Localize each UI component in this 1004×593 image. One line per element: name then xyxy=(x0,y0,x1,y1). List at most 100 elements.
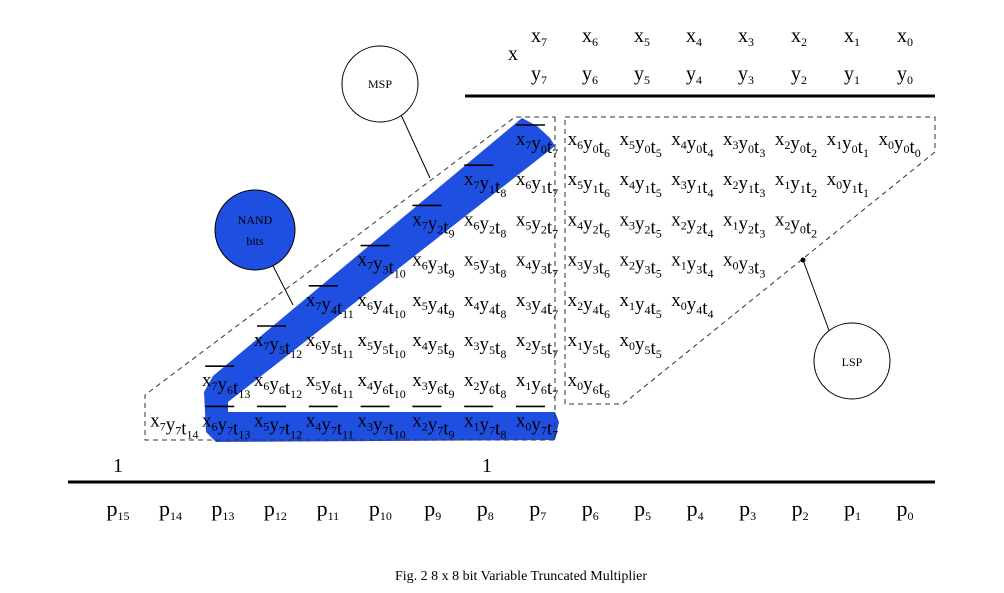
svg-text:x0y6t6: x0y6t6 xyxy=(568,370,610,401)
partial-product-x1y3t4: x1y3t4 xyxy=(671,250,713,281)
partial-product-x2y4t6: x2y4t6 xyxy=(568,290,610,321)
partial-product-x5y6t11: x5y6t11 xyxy=(306,370,354,401)
product-p12: p12 xyxy=(264,496,287,523)
nand-callout: NAND bits xyxy=(214,189,296,306)
partial-product-x7y2t9: x7y2t9 xyxy=(412,204,455,240)
svg-text:x7y4t11: x7y4t11 xyxy=(306,290,354,321)
svg-text:x4y0t4: x4y0t4 xyxy=(671,129,713,160)
svg-text:x6y6t12: x6y6t12 xyxy=(254,370,302,401)
lsp-region-outline xyxy=(564,116,936,405)
x-operand-x2: x2 xyxy=(791,25,807,49)
svg-text:x2y1t3: x2y1t3 xyxy=(723,169,765,200)
partial-product-x6y3t9: x6y3t9 xyxy=(412,250,454,281)
nand-label-line2: bits xyxy=(246,234,264,248)
partial-product-x1y5t6: x1y5t6 xyxy=(568,330,610,361)
product-p1: p1 xyxy=(844,496,861,523)
svg-text:x4y5t9: x4y5t9 xyxy=(412,330,454,361)
partial-product-x5y4t9: x5y4t9 xyxy=(412,290,454,321)
svg-text:x0y5t5: x0y5t5 xyxy=(619,330,661,361)
svg-text:x5y5t10: x5y5t10 xyxy=(357,330,405,361)
partial-product-x0y4t4: x0y4t4 xyxy=(671,290,713,321)
partial-product-x6y2t8: x6y2t8 xyxy=(464,209,506,240)
svg-text:x7y0t7: x7y0t7 xyxy=(516,129,558,160)
nand-pointer-line xyxy=(269,259,294,306)
partial-product-x0y6t6: x0y6t6 xyxy=(568,370,610,401)
msp-callout: MSP xyxy=(341,45,431,179)
svg-text:x1y4t5: x1y4t5 xyxy=(619,290,661,321)
y-operand-y0: y0 xyxy=(897,63,913,87)
product-p15: p15 xyxy=(107,496,130,523)
lsp-callout: LSP xyxy=(800,257,891,400)
lsp-pointer-line xyxy=(802,259,831,334)
svg-text:x5y2t7: x5y2t7 xyxy=(516,209,558,240)
partial-product-x1y1t2: x1y1t2 xyxy=(775,169,817,200)
svg-text:x3y6t9: x3y6t9 xyxy=(412,370,454,401)
partial-product-x3y2t5: x3y2t5 xyxy=(619,209,661,240)
svg-text:x2y7t9: x2y7t9 xyxy=(412,410,454,441)
y-operand-y2: y2 xyxy=(791,63,807,87)
partial-product-x1y7t8: x1y7t8 xyxy=(464,405,506,441)
x-operand-x4: x4 xyxy=(686,25,702,49)
partial-product-x2y5t7: x2y5t7 xyxy=(516,330,558,361)
svg-text:x3y1t4: x3y1t4 xyxy=(671,169,713,200)
x-operand-x1: x1 xyxy=(844,25,860,49)
partial-product-x1y0t1: x1y0t1 xyxy=(827,129,869,160)
svg-text:x7y7t14: x7y7t14 xyxy=(150,410,198,441)
svg-text:x4y3t7: x4y3t7 xyxy=(516,250,558,281)
svg-text:x1y5t6: x1y5t6 xyxy=(568,330,610,361)
partial-product-x7y7t14: x7y7t14 xyxy=(150,410,198,441)
product-p0: p0 xyxy=(897,496,914,523)
product-p11: p11 xyxy=(317,496,340,523)
partial-product-x1y6t7: x1y6t7 xyxy=(516,370,558,401)
times-sign: x xyxy=(508,43,518,65)
partial-product-x7y3t10: x7y3t10 xyxy=(357,244,406,281)
x-operand-x0: x0 xyxy=(897,25,913,49)
carry-mark-p8: 1 xyxy=(482,455,492,477)
svg-text:x0y4t4: x0y4t4 xyxy=(671,290,713,321)
nand-bits-highlight xyxy=(204,118,559,442)
svg-text:x5y1t6: x5y1t6 xyxy=(568,169,610,200)
partial-product-x1y2t3: x1y2t3 xyxy=(723,209,765,240)
svg-text:x2y5t7: x2y5t7 xyxy=(516,330,558,361)
partial-product-x3y1t4: x3y1t4 xyxy=(671,169,713,200)
product-p14: p14 xyxy=(159,496,182,523)
partial-product-x2y1t3: x2y1t3 xyxy=(723,169,765,200)
svg-text:x2y6t8: x2y6t8 xyxy=(464,370,506,401)
svg-text:x1y0t1: x1y0t1 xyxy=(827,129,869,160)
partial-product-x0y0t0: x0y0t0 xyxy=(878,129,920,160)
y-operand-y7: y7 xyxy=(531,63,547,87)
svg-text:x6y0t6: x6y0t6 xyxy=(568,129,610,160)
svg-text:x2y4t6: x2y4t6 xyxy=(568,290,610,321)
svg-text:x7y2t9: x7y2t9 xyxy=(412,209,454,240)
partial-product-x0y7t7: x0y7t7 xyxy=(516,405,558,441)
y-operand-y1: y1 xyxy=(844,63,860,87)
svg-text:x1y1t2: x1y1t2 xyxy=(775,169,817,200)
partial-product-x3y5t8: x3y5t8 xyxy=(464,330,506,361)
svg-text:x5y6t11: x5y6t11 xyxy=(306,370,354,401)
msp-label: MSP xyxy=(368,77,392,91)
product-p7: p7 xyxy=(529,496,546,523)
partial-product-x0y3t3: x0y3t3 xyxy=(723,250,765,281)
partial-product-x6y4t10: x6y4t10 xyxy=(357,290,405,321)
svg-text:x5y7t12: x5y7t12 xyxy=(254,410,302,441)
partial-product-x7y0t7: x7y0t7 xyxy=(516,124,558,160)
partial-product-x3y6t9: x3y6t9 xyxy=(412,370,454,401)
x-operand-x6: x6 xyxy=(582,25,598,49)
partial-product-x2y3t5: x2y3t5 xyxy=(619,250,661,281)
svg-text:x2y0t2: x2y0t2 xyxy=(775,209,817,240)
partial-product-x3y4t7: x3y4t7 xyxy=(516,290,558,321)
svg-text:x6y2t8: x6y2t8 xyxy=(464,209,506,240)
y-operand-row: y7 y6 y5 y4 y3 y2 y1 y0 xyxy=(531,63,913,87)
partial-product-x7y5t12: x7y5t12 xyxy=(254,325,302,361)
y-operand-y6: y6 xyxy=(582,63,598,87)
partial-product-x6y0t6: x6y0t6 xyxy=(568,129,610,160)
svg-text:x0y7t7: x0y7t7 xyxy=(516,410,558,441)
partial-product-x0y1t1: x0y1t1 xyxy=(827,169,869,200)
svg-text:x3y3t6: x3y3t6 xyxy=(568,250,610,281)
product-p10: p10 xyxy=(369,496,392,523)
partial-product-x6y6t12: x6y6t12 xyxy=(254,370,302,401)
svg-text:x7y3t10: x7y3t10 xyxy=(357,250,405,281)
operand-header: x x7 x6 x5 x4 x3 x2 x1 x0 y7 y6 y5 y4 y3 y2 y1 y0 xyxy=(508,25,913,87)
partial-product-x1y4t5: x1y4t5 xyxy=(619,290,661,321)
product-p5: p5 xyxy=(634,496,651,523)
